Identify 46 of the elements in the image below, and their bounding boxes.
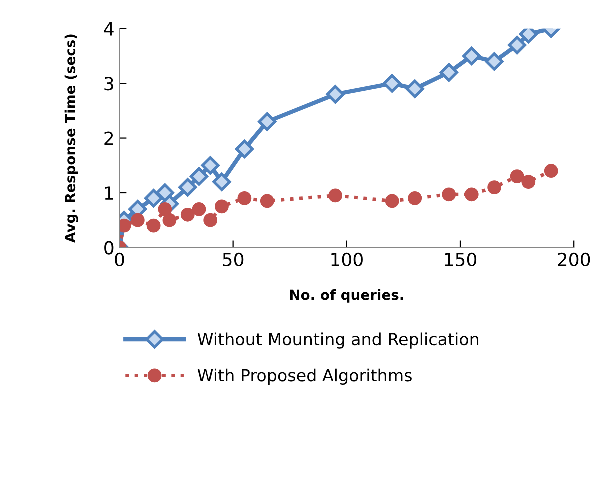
point <box>212 172 232 192</box>
point <box>442 188 456 202</box>
point <box>383 74 402 93</box>
y-tick-label: 0 <box>104 241 114 255</box>
point <box>190 167 208 186</box>
point <box>260 194 274 208</box>
point <box>204 213 218 228</box>
point <box>508 36 527 55</box>
x-tick-label: 0 <box>115 252 124 267</box>
point <box>146 218 161 233</box>
legend-label: Without Mounting and Replication <box>198 332 479 349</box>
point <box>522 175 536 190</box>
point <box>488 180 502 194</box>
legend-label: With Proposed Algorithms <box>198 368 412 386</box>
x-axis-title: No. of queries. <box>290 289 404 303</box>
x-tick-label: 50 <box>223 252 244 267</box>
x-tick-label: 200 <box>558 252 590 267</box>
x-tick-label: 150 <box>445 252 477 267</box>
y-tick-label: 3 <box>104 77 114 91</box>
y-tick-label: 4 <box>104 22 114 36</box>
point <box>385 194 400 208</box>
point <box>326 85 345 104</box>
point <box>406 80 424 98</box>
point <box>462 46 482 66</box>
point <box>440 63 458 82</box>
point <box>328 188 342 203</box>
point <box>510 170 524 184</box>
point <box>130 213 145 228</box>
point <box>201 156 220 175</box>
point <box>408 192 422 206</box>
point <box>258 112 277 132</box>
point <box>144 189 164 208</box>
y-tick-label: 1 <box>105 186 114 200</box>
x-tick-label: 100 <box>332 252 363 267</box>
point <box>238 192 252 206</box>
point <box>235 140 254 158</box>
point <box>192 202 206 216</box>
y-axis-title: Avg. Response Time (secs) <box>64 34 78 243</box>
point <box>544 164 558 178</box>
point <box>464 188 479 202</box>
point <box>215 200 229 214</box>
y-tick-label: 2 <box>104 132 114 146</box>
point <box>162 213 177 228</box>
point <box>180 208 195 222</box>
point <box>485 52 504 71</box>
point <box>178 178 198 197</box>
